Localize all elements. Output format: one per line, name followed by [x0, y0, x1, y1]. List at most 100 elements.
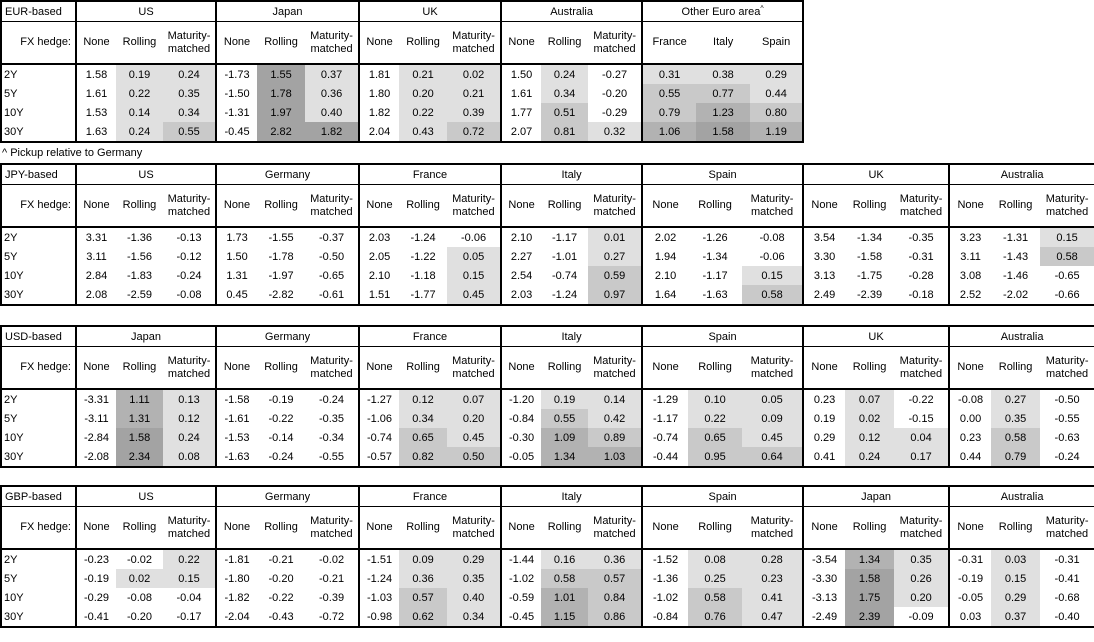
value-cell: 0.31: [641, 64, 697, 84]
data-row: 10Y -0.29 -0.08 -0.04 -1.82 -0.22 -0.39 -1.03 0.…: [1, 588, 1094, 607]
value-cell: -0.50: [318, 250, 345, 263]
maturity-label: 10Y: [4, 431, 24, 444]
column-header: Rolling: [991, 506, 1041, 550]
value-cell: 0.07: [447, 389, 502, 409]
value-cell: -1.22: [410, 250, 436, 263]
value-cell: -3.31: [75, 389, 116, 409]
value-cell: 1.01: [541, 588, 589, 607]
value-cell: 0.32: [588, 122, 643, 142]
value-cell: 0.12: [399, 389, 448, 409]
value-cell: -1.77: [410, 288, 436, 301]
value-cell: 0.19: [116, 64, 163, 84]
value-cell: 2.39: [845, 607, 895, 627]
column-header: None: [358, 184, 400, 228]
fx-hedge-label: FX hedge:: [1, 346, 76, 390]
value-cell: 0.45: [447, 285, 502, 305]
value-cell: 0.81: [541, 122, 589, 142]
value-cell: -1.75: [857, 269, 883, 282]
value-cell: 0.45: [742, 428, 804, 447]
value-cell: 0.09: [742, 409, 804, 428]
value-cell: -0.50: [1054, 393, 1080, 406]
column-header: Maturity-matched: [163, 506, 217, 550]
value-cell: -1.34: [857, 231, 883, 244]
value-cell: -0.31: [908, 250, 934, 263]
value-cell: -0.34: [318, 431, 345, 444]
column-header: None: [500, 346, 542, 390]
value-cell: 0.39: [447, 103, 502, 122]
column-header: None: [948, 184, 992, 228]
eur-table: EUR-based US Japan UK Australia Other Euro ar…: [0, 0, 805, 143]
value-cell: 0.58: [991, 428, 1041, 447]
value-cell: 1.53: [75, 103, 116, 122]
value-cell: 0.12: [163, 409, 217, 428]
value-cell: 0.41: [742, 588, 804, 607]
country-header-row: GBP-based US Germany France Italy Spain Japan A…: [1, 486, 1094, 507]
value-cell: 3.13: [802, 266, 846, 285]
value-cell: 2.03: [358, 227, 400, 247]
hedge-header-row: FX hedge: None Rolling Maturity-matched None…: [1, 184, 1094, 228]
maturity-label: 5Y: [4, 412, 18, 425]
value-cell: 0.47: [742, 607, 804, 627]
value-cell: -1.34: [702, 250, 728, 263]
country-header: US: [74, 164, 217, 185]
value-cell: 0.27: [588, 247, 643, 266]
hedge-header-row: FX hedge: None Rolling Maturity-matched None…: [1, 21, 804, 65]
column-header: None: [75, 184, 116, 228]
value-cell: -0.45: [215, 122, 258, 142]
country-header: Australia: [948, 486, 1094, 507]
value-cell: -1.17: [641, 409, 689, 428]
value-cell: 1.73: [215, 227, 258, 247]
base-currency-label: JPY-based: [1, 164, 76, 185]
value-cell: 0.76: [688, 607, 743, 627]
value-cell: 0.44: [948, 447, 992, 467]
value-cell: 1.80: [358, 84, 400, 103]
value-cell: 0.03: [948, 607, 992, 627]
value-cell: 0.26: [894, 569, 950, 588]
value-cell: 1.58: [845, 569, 895, 588]
value-cell: -0.66: [1054, 288, 1080, 301]
value-cell: -0.84: [641, 607, 689, 627]
value-cell: 1.64: [641, 285, 689, 305]
value-cell: -0.22: [268, 412, 294, 425]
value-cell: 0.58: [541, 569, 589, 588]
column-header: Maturity-matched: [588, 21, 643, 65]
value-cell: -1.26: [702, 231, 728, 244]
value-cell: -1.73: [215, 64, 258, 84]
column-header: Rolling: [399, 346, 448, 390]
country-header: Japan: [802, 486, 950, 507]
footnote-marker-icon: ^: [760, 4, 764, 12]
value-cell: 0.22: [116, 84, 163, 103]
value-cell: -1.80: [215, 569, 258, 588]
country-header: Japan: [215, 1, 360, 22]
data-row: 2Y 1.58 0.19 0.24 -1.73 1.55 0.37 1.81 0.21 0.02 1…: [1, 64, 804, 84]
column-header: Maturity-matched: [588, 506, 643, 550]
value-cell: 0.41: [802, 447, 846, 467]
value-cell: -0.24: [1054, 450, 1080, 463]
value-cell: -0.55: [318, 450, 345, 463]
value-cell: 0.20: [447, 409, 502, 428]
value-cell: 1.31: [116, 409, 163, 428]
value-cell: -0.08: [948, 389, 992, 409]
value-cell: 0.13: [163, 389, 217, 409]
value-cell: -2.82: [268, 288, 294, 301]
maturity-label: 10Y: [4, 591, 24, 604]
value-cell: 1.31: [215, 266, 258, 285]
column-header: Rolling: [399, 21, 448, 65]
section-usd: USD-based Japan Germany France Italy Spain UK A…: [0, 325, 1094, 468]
value-cell: -1.27: [358, 389, 400, 409]
value-cell: 1.15: [541, 607, 589, 627]
value-cell: 0.64: [742, 447, 804, 467]
value-cell: 1.75: [845, 588, 895, 607]
value-cell: 1.11: [116, 389, 163, 409]
value-cell: -1.31: [1003, 231, 1029, 244]
column-header: Maturity-matched: [742, 346, 804, 390]
country-header: UK: [802, 326, 950, 347]
value-cell: -2.39: [857, 288, 883, 301]
value-cell: -1.56: [126, 250, 153, 263]
column-header: None: [948, 506, 992, 550]
data-row: 10Y 2.84 -1.83 -0.24 1.31 -1.97 -0.65 2.10 -1.18…: [1, 266, 1094, 285]
column-header: Maturity-matched: [163, 21, 217, 65]
value-cell: 0.97: [588, 285, 643, 305]
value-cell: 0.25: [688, 569, 743, 588]
column-header: Rolling: [116, 184, 163, 228]
